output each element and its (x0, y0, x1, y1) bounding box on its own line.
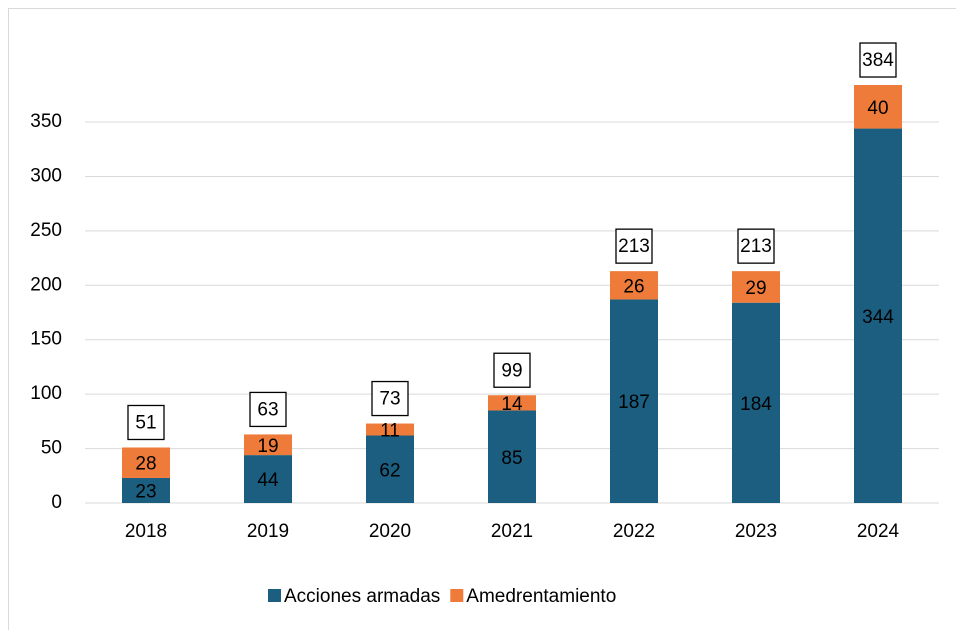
y-tick-label: 200 (30, 274, 62, 295)
bar-segment (610, 271, 658, 300)
x-tick-label: 2019 (247, 521, 289, 542)
data-label: 62 (379, 460, 400, 481)
bar-segment (122, 447, 170, 478)
total-box (493, 352, 531, 388)
total-box (127, 404, 165, 441)
y-tick-label: 50 (41, 438, 62, 459)
bar-segment (854, 128, 902, 503)
y-tick-label: 300 (30, 165, 62, 186)
legend-label: Acciones armadas (284, 586, 440, 607)
total-label: 51 (135, 413, 156, 434)
x-tick-label: 2018 (125, 521, 167, 542)
bar-segment (122, 477, 170, 503)
bar-segment (610, 299, 658, 503)
bar-segment (244, 434, 292, 456)
total-label: 73 (379, 389, 400, 410)
y-tick-label: 0 (51, 492, 62, 513)
y-tick-label: 250 (30, 220, 62, 241)
total-label: 63 (257, 399, 278, 420)
data-label: 14 (501, 394, 523, 415)
data-label: 344 (862, 307, 894, 328)
x-tick-label: 2021 (491, 521, 533, 542)
bar-segment (732, 302, 780, 503)
x-tick-label: 2022 (613, 521, 655, 542)
data-label: 26 (623, 276, 644, 297)
total-label: 99 (501, 360, 522, 381)
data-label: 184 (740, 394, 772, 415)
bar-segment (488, 395, 536, 411)
data-label: 11 (380, 421, 400, 442)
bar-segment (732, 271, 780, 303)
data-label: 44 (257, 470, 279, 491)
y-tick-label: 100 (30, 383, 62, 404)
data-label: 40 (867, 98, 888, 119)
bar-segment (366, 423, 414, 436)
total-label: 384 (862, 50, 894, 71)
total-box (371, 380, 409, 417)
bar-segment (244, 455, 292, 503)
chart-frame (8, 8, 956, 630)
total-label: 213 (618, 236, 650, 257)
bar-segment (366, 435, 414, 503)
bar-segment (854, 85, 902, 129)
bar-segment (488, 410, 536, 503)
total-box (615, 228, 653, 264)
legend-label: Amedrentamiento (466, 586, 616, 607)
x-tick-label: 2024 (857, 521, 900, 542)
data-label: 29 (745, 278, 766, 299)
data-label: 187 (618, 392, 650, 413)
data-label: 28 (135, 454, 156, 475)
x-tick-label: 2023 (735, 521, 777, 542)
data-label: 23 (135, 481, 156, 502)
total-box (859, 42, 897, 78)
x-tick-label: 2020 (369, 521, 411, 542)
total-box (249, 391, 287, 428)
total-box (737, 228, 775, 264)
data-label: 19 (257, 436, 278, 457)
total-label: 213 (740, 236, 772, 257)
legend-swatch (268, 589, 281, 602)
y-tick-label: 150 (30, 329, 62, 350)
data-label: 85 (501, 448, 522, 469)
y-tick-label: 350 (30, 111, 62, 132)
legend-swatch (450, 589, 464, 602)
